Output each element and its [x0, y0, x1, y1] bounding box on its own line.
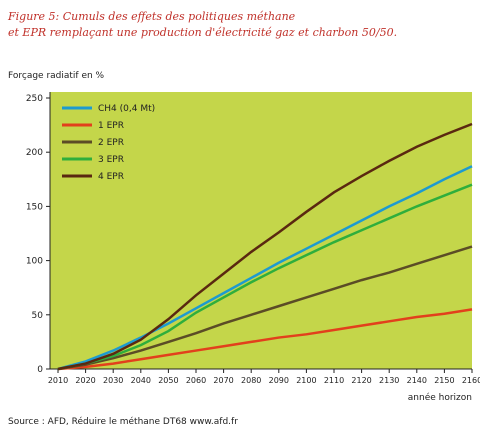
legend-label: 3 EPR [98, 155, 124, 165]
chart-title: Figure 5: Cumuls des effets des politiqu… [7, 10, 397, 39]
x-tick-label: 2080 [241, 376, 261, 385]
x-tick-label: 2120 [351, 376, 371, 385]
y-tick-label: 150 [26, 202, 43, 212]
legend-label: 1 EPR [98, 121, 124, 131]
x-tick-label: 2010 [48, 376, 68, 385]
y-axis-label: Forçage radiatif en % [8, 71, 105, 81]
x-tick-label: 2130 [379, 376, 399, 385]
line-series [57, 165, 473, 371]
x-tick-label: 2150 [434, 376, 454, 385]
legend-label: 4 EPR [98, 172, 124, 182]
source: Source : AFD, Réduire le méthane DT68 ww… [8, 416, 238, 427]
y-tick-label: 200 [26, 148, 43, 158]
y-tick-label: 100 [26, 257, 43, 267]
x-tick-label: 2060 [186, 376, 206, 385]
x-axis-label: année horizon [408, 392, 472, 403]
line-series [57, 183, 473, 371]
line-series [57, 122, 473, 371]
y-tick-label: 250 [26, 94, 43, 104]
x-tick-label: 2090 [269, 376, 289, 385]
x-tick-label: 2040 [131, 376, 151, 385]
x-tick-label: 2110 [324, 376, 344, 385]
line-series [57, 308, 473, 371]
x-tick-label: 2160 [462, 376, 480, 385]
legend-label: 2 EPR [98, 138, 124, 148]
x-tick-label: 2070 [213, 376, 233, 385]
x-tick-label: 2050 [158, 376, 178, 385]
x-tick-label: 2030 [103, 376, 123, 385]
x-tick-label: 2100 [296, 376, 316, 385]
line-series [57, 245, 473, 371]
x-tick-label: 2140 [407, 376, 427, 385]
x-tick-label: 2020 [75, 376, 95, 385]
y-tick-label: 50 [32, 311, 44, 321]
y-tick-label: 0 [37, 365, 43, 375]
plot-area [50, 92, 472, 369]
legend-label: CH4 (0,4 Mt) [98, 104, 155, 114]
